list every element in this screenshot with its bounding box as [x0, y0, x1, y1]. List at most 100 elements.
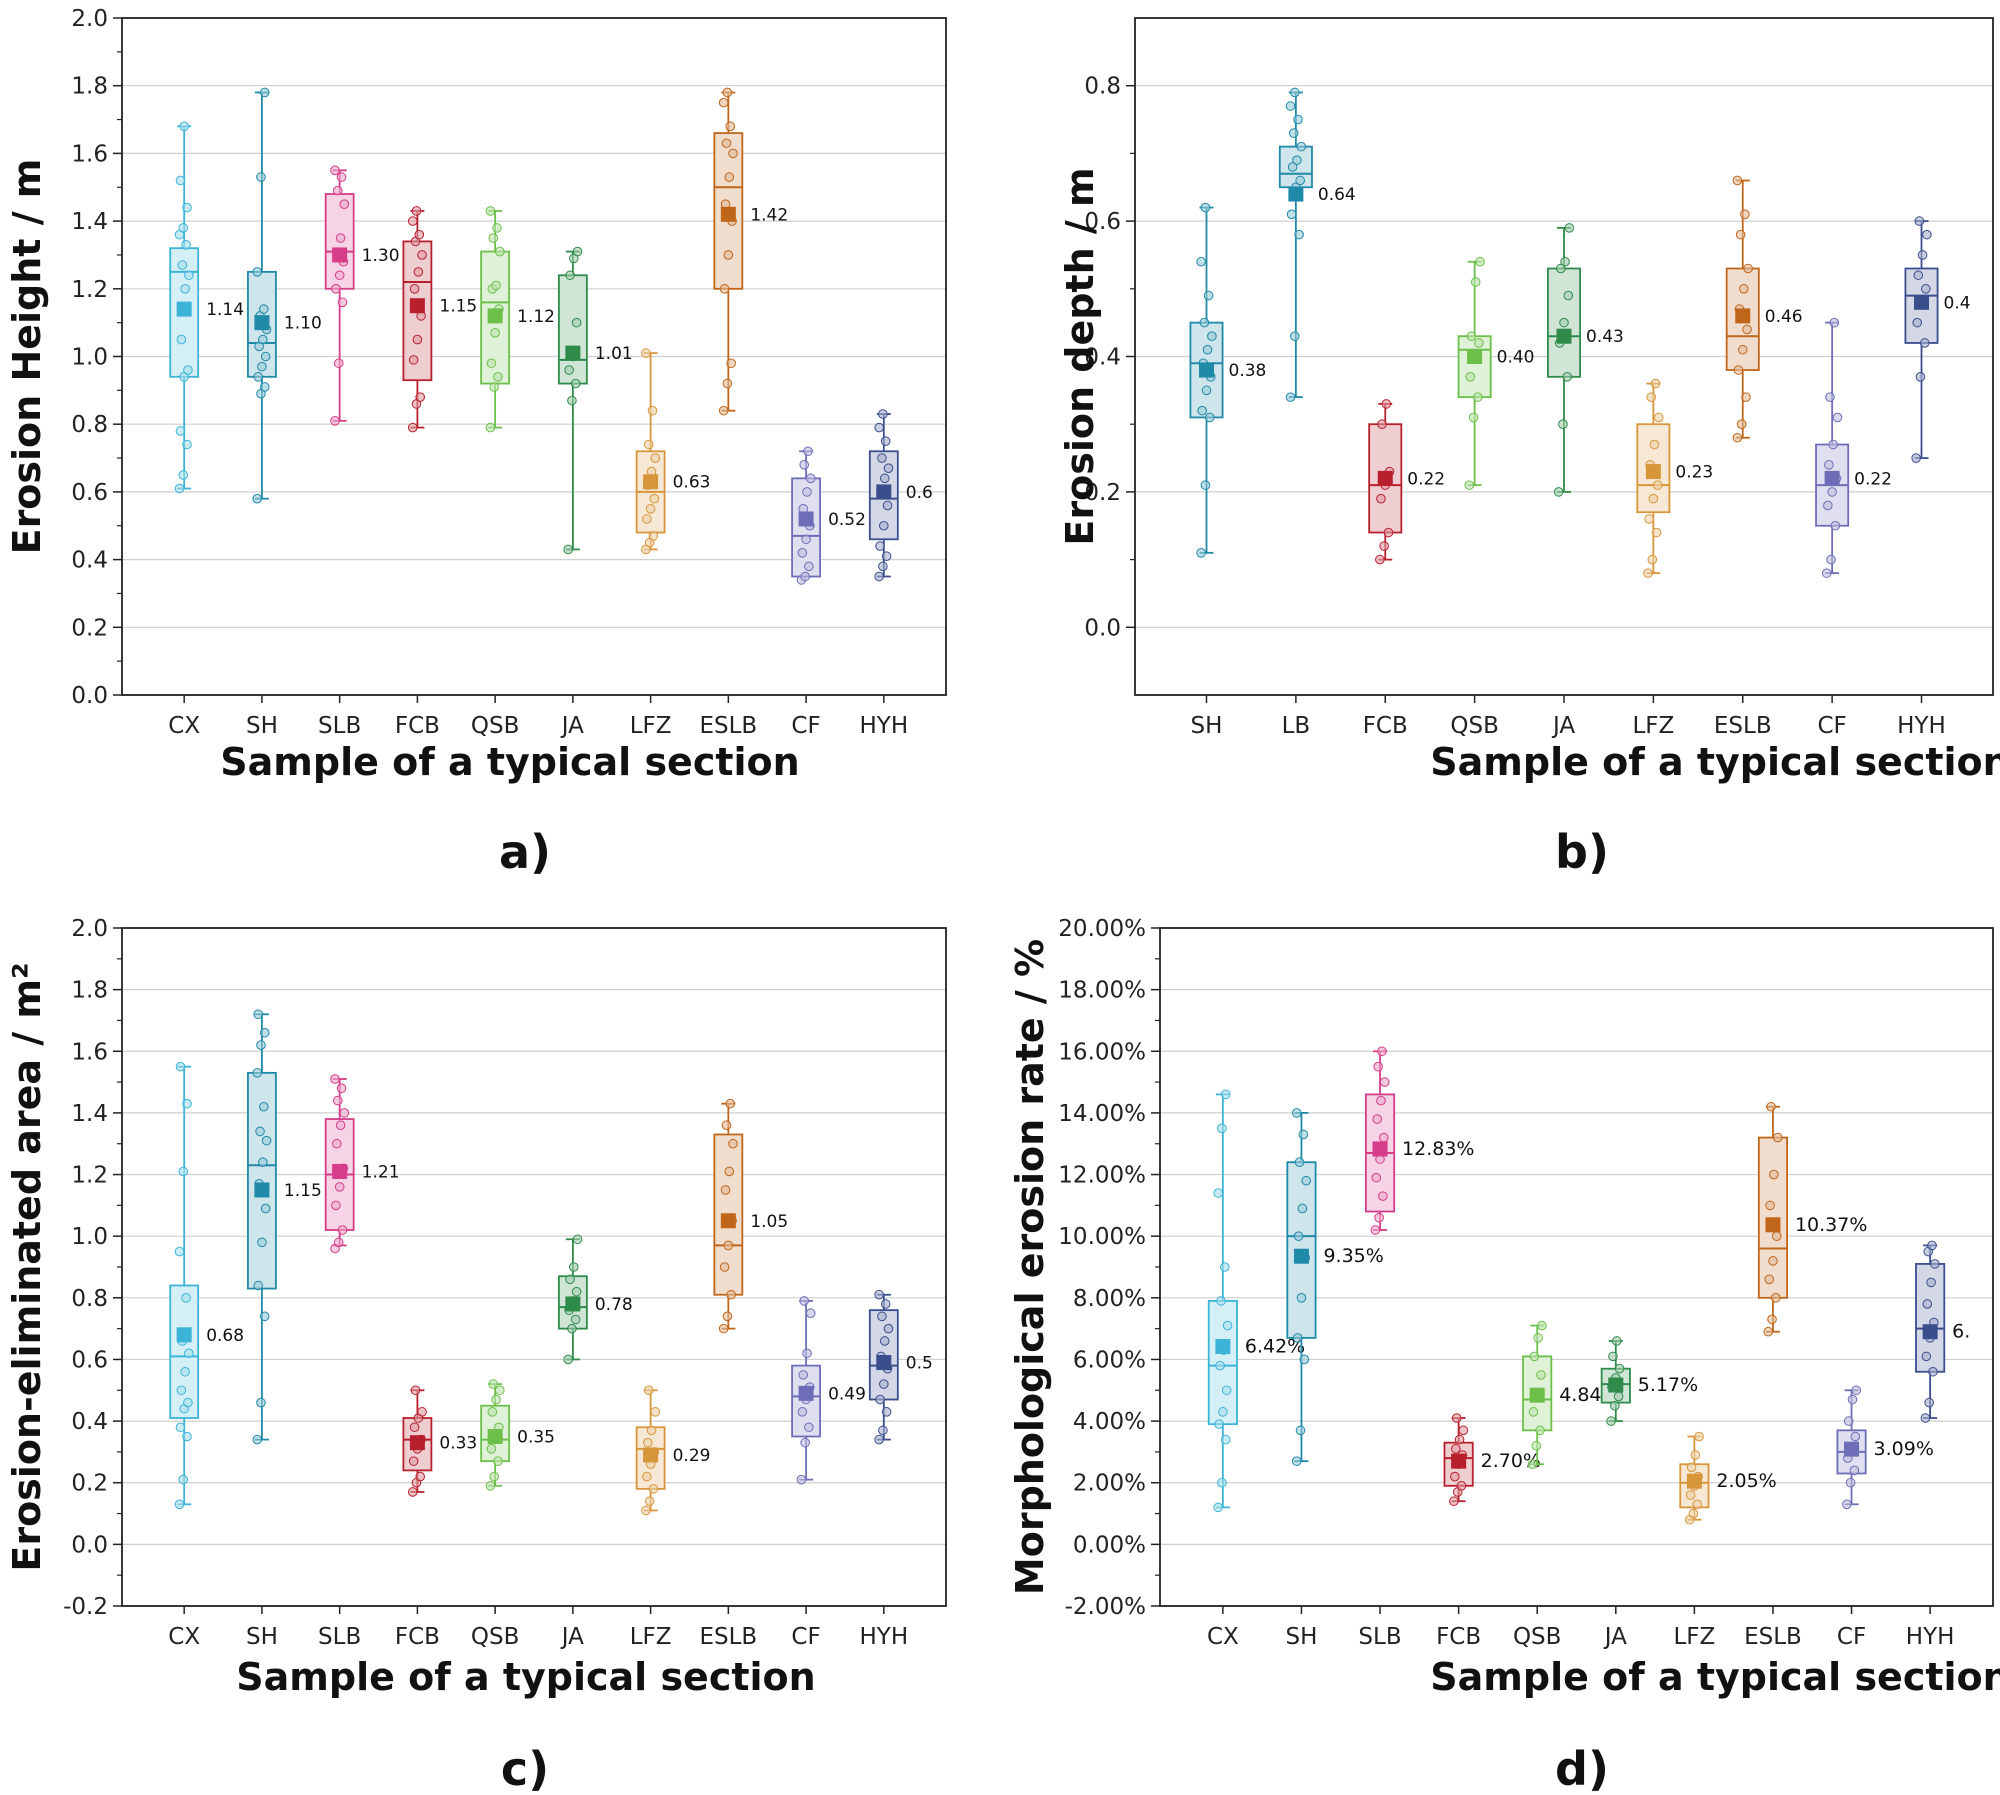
data-point [1650, 378, 1661, 389]
data-point [494, 246, 505, 257]
data-point [1913, 270, 1924, 281]
y-tick-label: 2.00% [1073, 1471, 1146, 1497]
data-point [1220, 1089, 1231, 1100]
data-point [881, 1407, 892, 1417]
data-point [1207, 331, 1217, 341]
data-point [485, 422, 496, 433]
data-point [1214, 1419, 1224, 1429]
data-point [1473, 392, 1483, 402]
data-point [334, 1182, 345, 1192]
mean-label: 1.05 [750, 1212, 788, 1232]
mean-marker [1844, 1441, 1860, 1457]
data-point [641, 1505, 651, 1516]
y-tick-label: 12.00% [1058, 1163, 1146, 1189]
data-point [337, 297, 348, 308]
data-point [1845, 1477, 1856, 1488]
data-point [261, 1135, 272, 1146]
x-tick-label: HYH [1906, 1624, 1955, 1650]
data-point [569, 1262, 579, 1272]
data-point [1295, 1425, 1306, 1436]
data-point [409, 284, 420, 294]
y-axis-title: Erosion depth / m [1058, 167, 1102, 545]
data-point [409, 1422, 420, 1433]
data-point [1652, 480, 1663, 490]
data-point [1766, 1101, 1776, 1112]
y-tick-label: 8.00% [1073, 1286, 1146, 1312]
box-sh: 1.10 [247, 87, 322, 504]
data-point [1767, 1314, 1777, 1325]
data-point [1468, 412, 1479, 423]
box-qsb: 4.84 [1522, 1320, 1602, 1470]
data-point [1559, 317, 1569, 328]
data-point [1924, 1397, 1934, 1408]
data-point [1221, 1385, 1232, 1396]
mean-marker [176, 1327, 192, 1343]
data-point [564, 365, 574, 375]
data-point [1200, 480, 1211, 490]
y-tick-label: 14.00% [1058, 1101, 1146, 1127]
data-point [174, 483, 185, 494]
data-point [486, 1444, 497, 1454]
data-point [1763, 1326, 1774, 1337]
data-point [408, 1456, 419, 1466]
data-point [1832, 412, 1843, 423]
data-point [184, 1348, 194, 1359]
data-point [1531, 1440, 1542, 1451]
y-tick-label: 16.00% [1058, 1039, 1146, 1065]
data-point [880, 1299, 891, 1309]
data-point [335, 233, 346, 243]
panel-label: a) [499, 825, 551, 879]
data-point [1921, 1351, 1932, 1362]
mean-marker [1824, 470, 1840, 486]
data-point [879, 1336, 890, 1346]
data-point [1529, 1351, 1540, 1362]
data-point [718, 97, 729, 108]
data-point [258, 1101, 269, 1112]
y-tick-label: 0.2 [71, 1471, 108, 1497]
mean-marker [332, 1163, 348, 1179]
data-point [874, 571, 884, 582]
mean-label: 10.37% [1795, 1214, 1867, 1236]
data-point [331, 284, 341, 294]
data-point [175, 1061, 186, 1072]
y-tick-label: 0.2 [71, 615, 108, 641]
x-tick-label: CX [168, 713, 200, 739]
data-point [1379, 1077, 1390, 1087]
data-point [1202, 344, 1213, 355]
data-point [800, 1437, 810, 1448]
data-point [1769, 1169, 1779, 1180]
data-point [1200, 202, 1211, 213]
data-point [1765, 1200, 1775, 1211]
data-point [257, 1237, 267, 1248]
data-point [1222, 1320, 1233, 1331]
box-lfz: 0.29 [635, 1385, 710, 1516]
data-point [881, 551, 892, 562]
data-point [643, 1385, 654, 1396]
panel-label: c) [501, 1742, 549, 1795]
data-point [1376, 1095, 1386, 1106]
data-point [1376, 493, 1386, 504]
y-tick-label: 0.8 [1084, 74, 1121, 100]
data-point [1464, 480, 1475, 490]
mean-label: 1.10 [284, 314, 322, 334]
x-axis-title: Sample of a typical section [220, 740, 799, 784]
box-sh: 0.38 [1189, 202, 1266, 558]
data-point [797, 1407, 808, 1417]
data-point [1911, 453, 1921, 463]
data-point [878, 1425, 888, 1436]
data-point [1196, 548, 1206, 558]
box-cx: 6.42% [1207, 1089, 1305, 1513]
data-point [1610, 1400, 1620, 1411]
data-point [1286, 209, 1297, 220]
data-point [1292, 155, 1302, 165]
data-point [1296, 1293, 1307, 1303]
data-point [492, 223, 502, 233]
y-tick-label: -0.2 [63, 1594, 108, 1620]
mean-label: 0.33 [439, 1434, 477, 1454]
mean-marker [798, 1385, 814, 1401]
mean-label: 0.23 [1675, 463, 1713, 483]
data-point [1197, 405, 1208, 416]
data-point [1688, 1508, 1699, 1519]
data-point [1377, 1046, 1387, 1057]
